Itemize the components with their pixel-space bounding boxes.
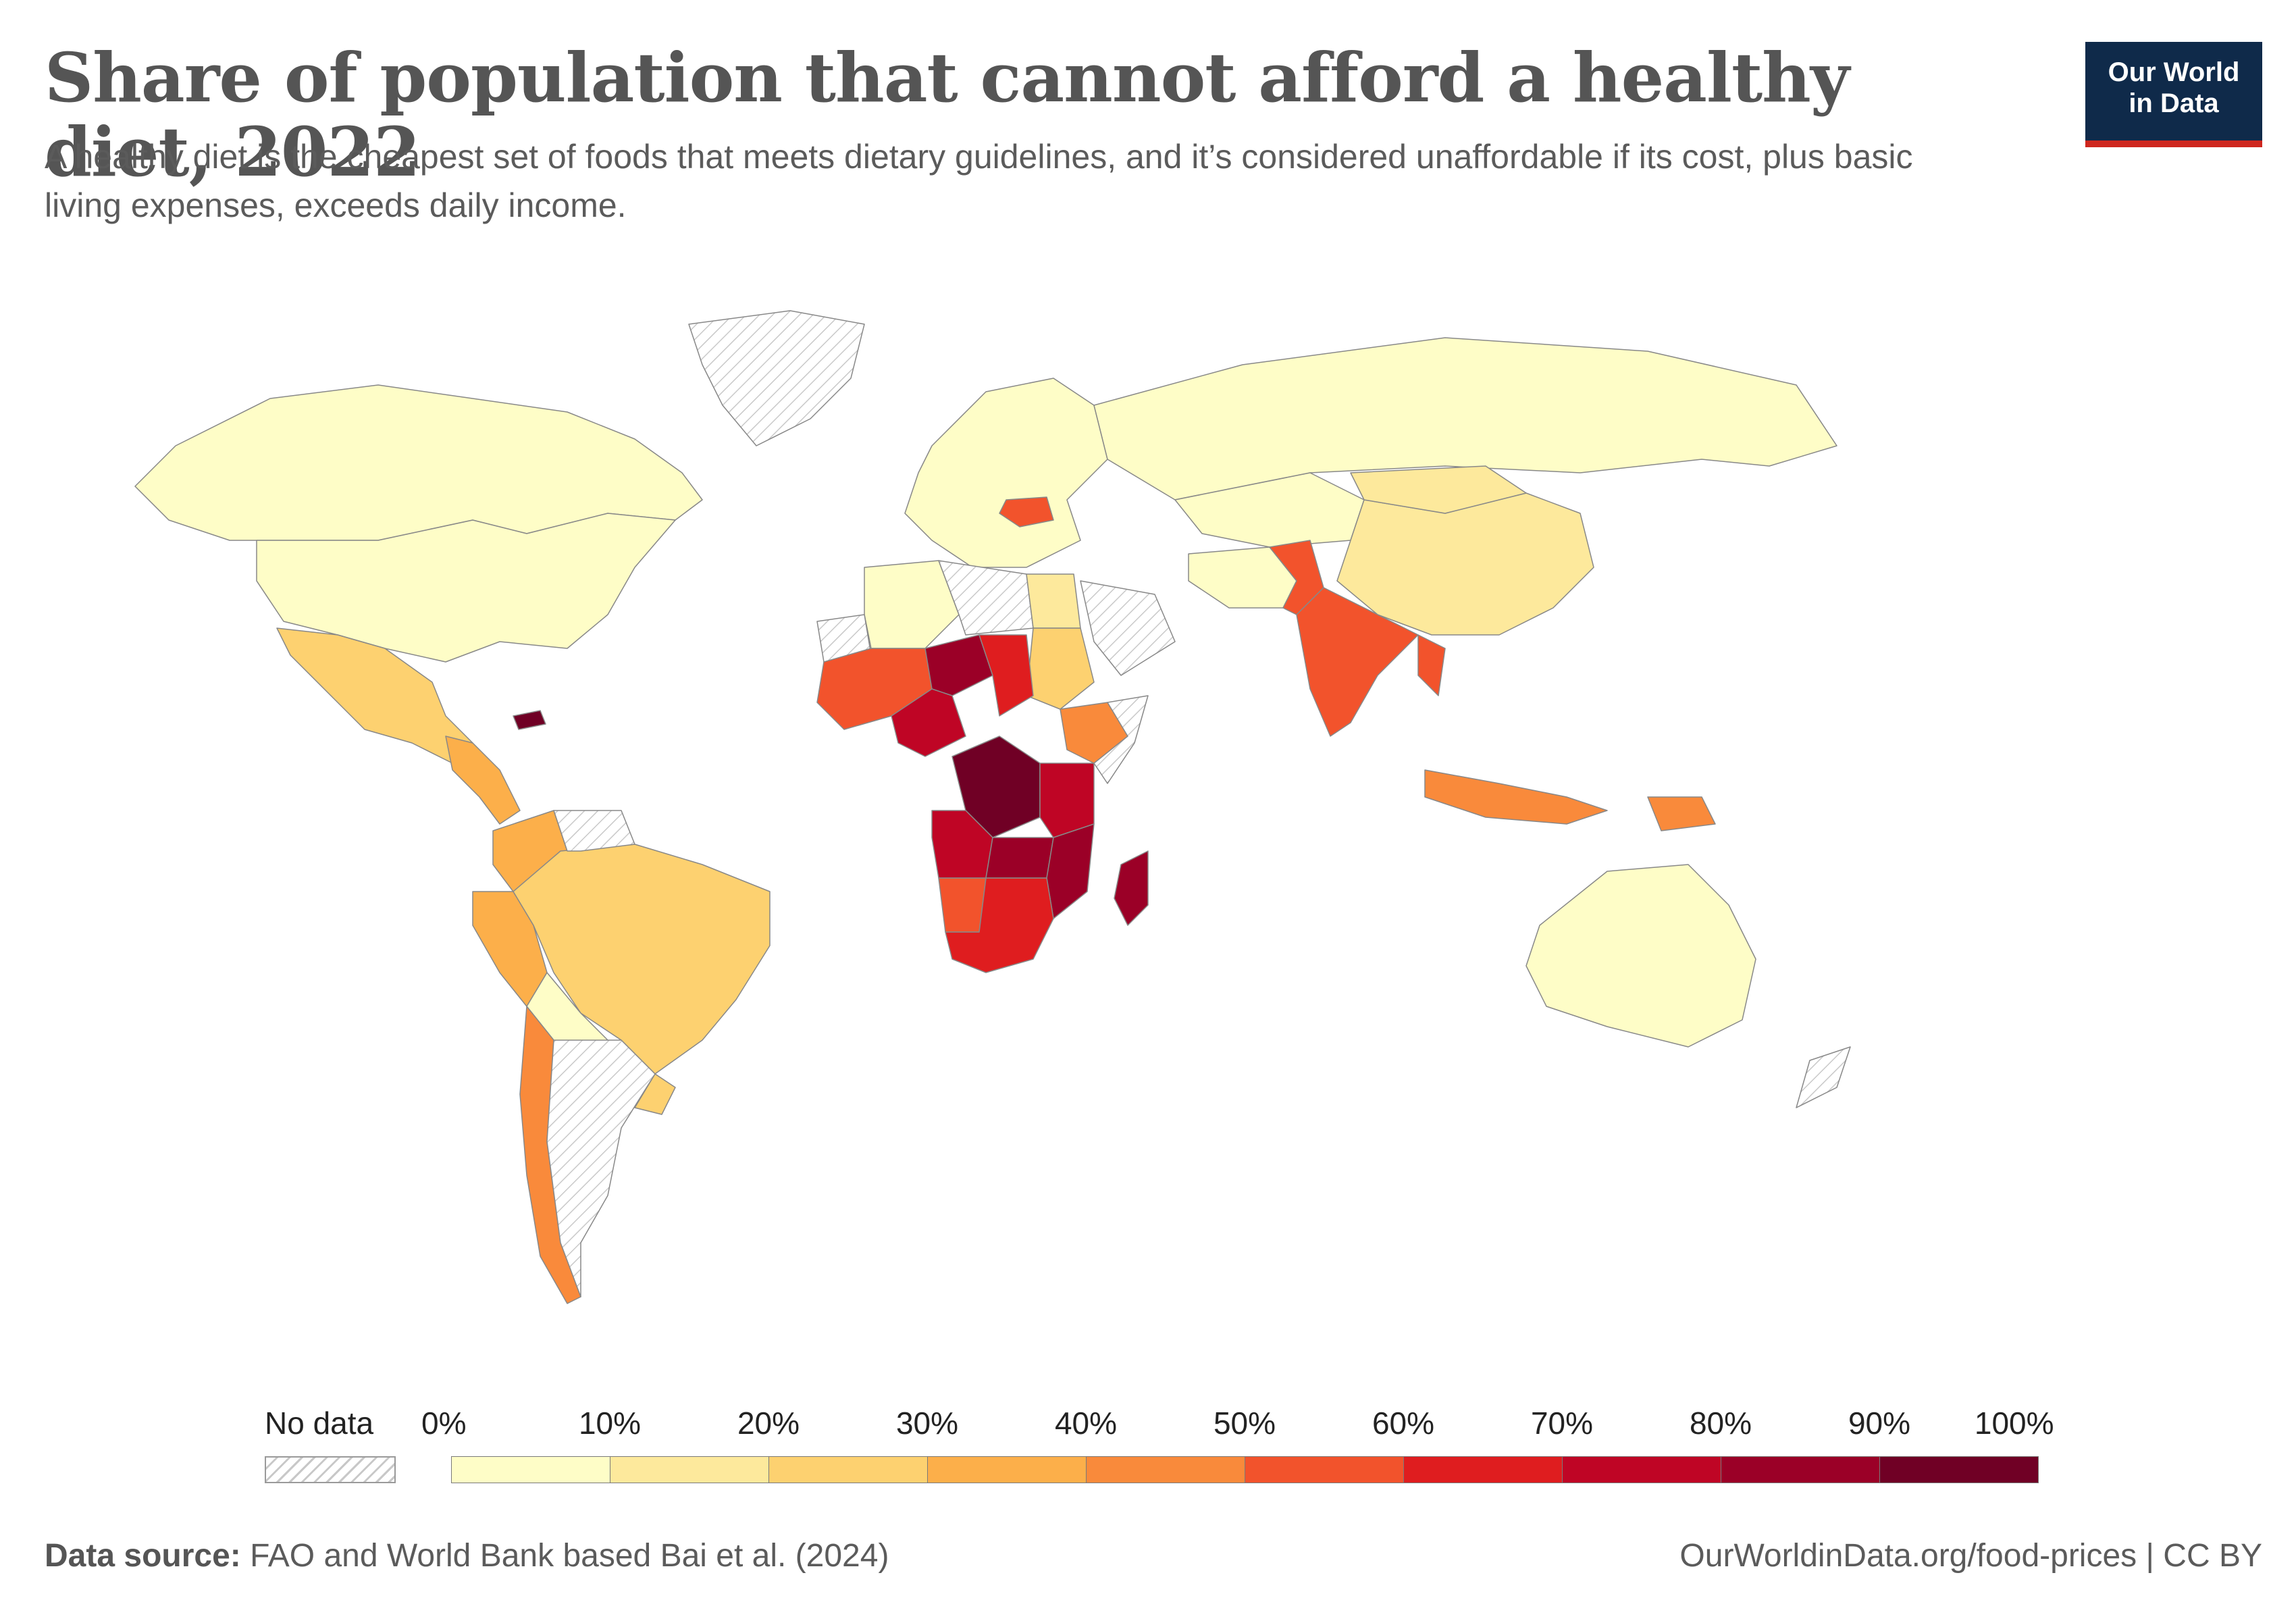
legend-tick-label: 60%	[1372, 1406, 1435, 1441]
map-region-europe[interactable]	[904, 378, 1108, 568]
map-region-brazil[interactable]	[513, 844, 771, 1075]
map-region-mongolia[interactable]	[1350, 465, 1527, 514]
legend-bin[interactable]	[1721, 1456, 1880, 1483]
legend-bin[interactable]	[1245, 1456, 1404, 1483]
legend-bin[interactable]	[1879, 1456, 2039, 1483]
map-region-namibia[interactable]	[938, 877, 987, 933]
map-region-papua-new-guinea[interactable]	[1647, 796, 1716, 831]
legend-tick-label: 10%	[578, 1406, 642, 1441]
data-source-text: FAO and World Bank based Bai et al. (202…	[250, 1538, 889, 1574]
map-region-south-africa[interactable]	[945, 877, 1054, 973]
legend-tick-label: 50%	[1213, 1406, 1276, 1441]
map-region-sudan[interactable]	[1026, 627, 1095, 710]
legend-bin[interactable]	[927, 1456, 1087, 1483]
map-region-libya[interactable]	[938, 560, 1034, 636]
map-region-niger[interactable]	[924, 634, 993, 696]
map-region-pakistan[interactable]	[1269, 540, 1324, 615]
map-region-somalia[interactable]	[1093, 695, 1149, 784]
chart-title: Share of population that cannot afford a…	[45, 38, 1850, 192]
legend-tick-label: 0%	[421, 1406, 467, 1441]
map-region-indonesia[interactable]	[1424, 769, 1608, 825]
data-source-label: Data source:	[45, 1538, 241, 1574]
url-license-link[interactable]: OurWorldinData.org/food-prices | CC BY	[1679, 1538, 2262, 1574]
map-region-chad[interactable]	[979, 634, 1034, 717]
map-region-new-zealand[interactable]	[1796, 1046, 1851, 1108]
map-region-saudi-arabia[interactable]	[1080, 580, 1176, 676]
chart-subtitle: A healthy diet is the cheapest set of fo…	[45, 138, 1913, 224]
map-region-madagascar[interactable]	[1114, 850, 1149, 926]
legend-tick-label: 40%	[1054, 1406, 1118, 1441]
map-region-central-america[interactable]	[445, 736, 521, 825]
map-region-venezuela[interactable]	[553, 810, 635, 852]
map-region-haiti[interactable]	[513, 710, 546, 730]
owid-logo[interactable]: Our World in Data	[2085, 42, 2262, 147]
legend-bin[interactable]	[610, 1456, 769, 1483]
legend-no-data-label: No data	[265, 1406, 374, 1441]
data-source: Data source: FAO and World Bank based Ba…	[45, 1537, 889, 1574]
legend-tick-label: 80%	[1689, 1406, 1752, 1441]
legend-tick-label: 20%	[737, 1406, 800, 1441]
world-map	[134, 310, 1851, 1304]
map-region-greenland[interactable]	[688, 310, 865, 446]
map-region-zambia[interactable]	[985, 837, 1054, 879]
legend-tick-label: 70%	[1530, 1406, 1594, 1441]
legend-tick-label: 90%	[1848, 1406, 1911, 1441]
logo-line-2: in Data	[2129, 88, 2219, 118]
map-region-egypt[interactable]	[1026, 573, 1081, 629]
map-region-argentina[interactable]	[546, 1039, 656, 1297]
logo-line-1: Our World	[2108, 57, 2240, 87]
map-region-mozambique[interactable]	[1046, 823, 1095, 919]
map-region-romania[interactable]	[999, 496, 1054, 528]
legend-tick-label: 100%	[1974, 1406, 2054, 1441]
legend-bin[interactable]	[1562, 1456, 1721, 1483]
legend-bin[interactable]	[768, 1456, 928, 1483]
map-region-nigeria[interactable]	[891, 688, 966, 757]
legend-bin[interactable]	[451, 1456, 610, 1483]
map-region-united-states[interactable]	[256, 513, 676, 663]
legend-bin[interactable]	[1086, 1456, 1245, 1483]
map-region-myanmar[interactable]	[1417, 634, 1446, 696]
map-region-australia[interactable]	[1525, 864, 1756, 1048]
legend-tick-label: 30%	[895, 1406, 959, 1441]
legend-bin[interactable]	[1403, 1456, 1563, 1483]
legend-no-data-swatch[interactable]	[265, 1456, 396, 1483]
